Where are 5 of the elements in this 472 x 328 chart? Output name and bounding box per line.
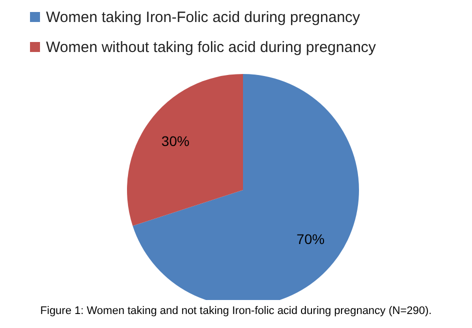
caption: Figure 1: Women taking and not taking Iron-folic acid during pregnancy (N=290). — [39, 305, 433, 317]
data-label: 30% — [161, 132, 190, 149]
legend-label: Women taking Iron-Folic acid during pregnancy — [46, 8, 360, 26]
data-label: 70% — [296, 231, 325, 248]
legend-label: Women without taking folic acid during pregnancy — [46, 38, 376, 56]
